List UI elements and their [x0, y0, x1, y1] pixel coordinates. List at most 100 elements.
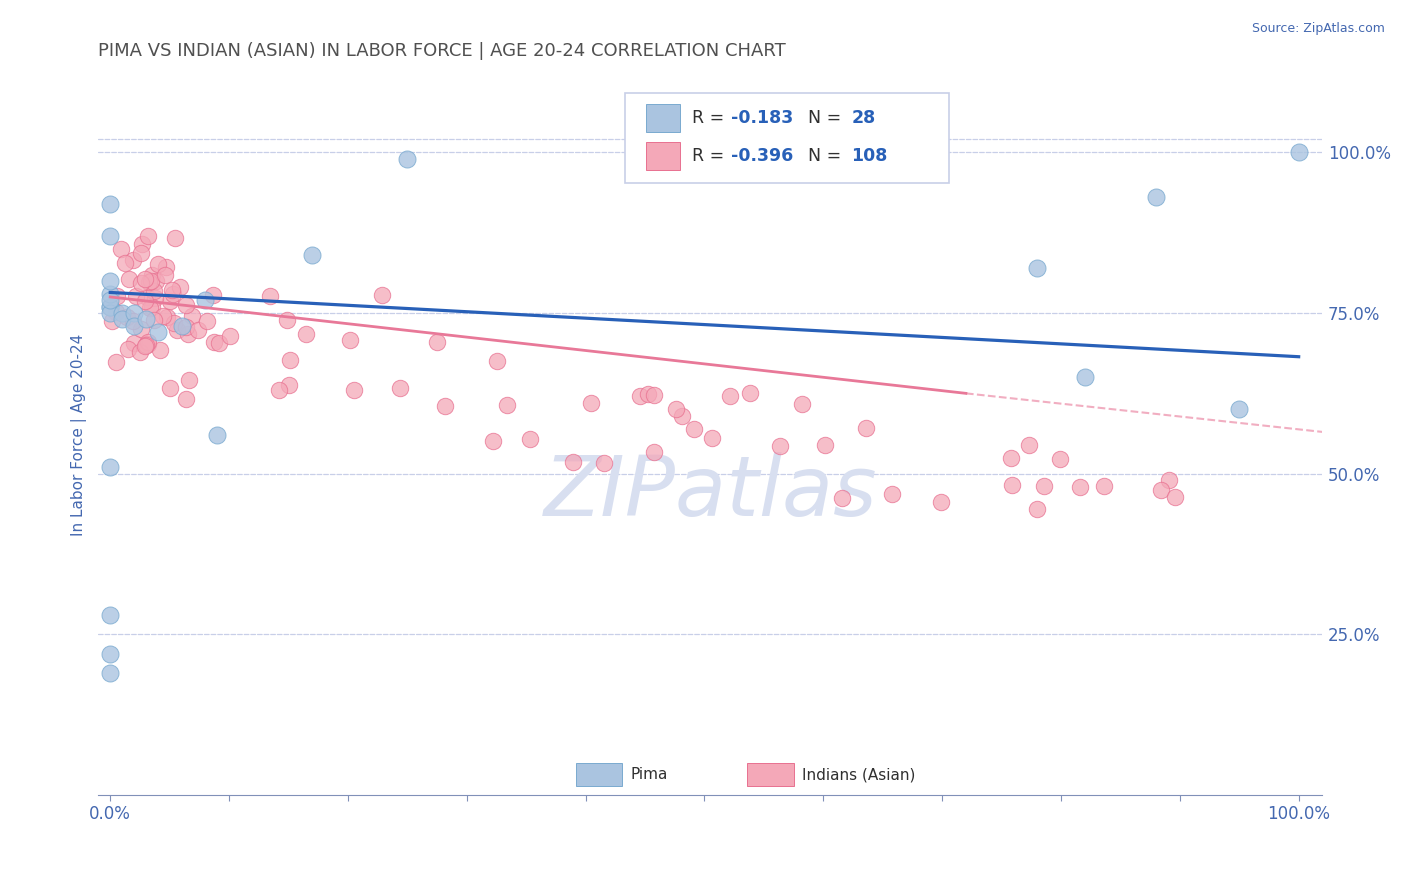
Point: [718, 389, 741, 403]
Point: [139, 301, 162, 315]
Point: [343, 383, 366, 397]
Point: [134, 339, 156, 353]
Point: [371, 288, 394, 302]
Point: [159, 381, 181, 395]
Text: N =: N =: [808, 109, 846, 127]
FancyBboxPatch shape: [624, 93, 949, 183]
Point: [592, 456, 614, 470]
Point: [152, 309, 174, 323]
Point: [637, 387, 659, 401]
Point: [177, 326, 200, 341]
Point: [267, 383, 290, 397]
Point: [104, 305, 127, 319]
Point: [1001, 477, 1024, 491]
FancyBboxPatch shape: [645, 104, 679, 131]
Point: [128, 345, 150, 359]
Point: [194, 293, 217, 308]
Point: [579, 396, 602, 410]
Point: [1094, 479, 1116, 493]
Point: [1026, 502, 1049, 516]
Point: [136, 337, 159, 351]
Point: [129, 322, 152, 336]
Text: Source: ZipAtlas.com: Source: ZipAtlas.com: [1251, 22, 1385, 36]
Point: [179, 373, 201, 387]
Point: [187, 323, 209, 337]
Point: [98, 286, 121, 301]
Point: [135, 291, 157, 305]
Point: [125, 289, 148, 303]
Point: [519, 433, 541, 447]
Point: [174, 392, 197, 406]
Point: [98, 665, 121, 680]
Text: N =: N =: [808, 147, 846, 165]
Text: -0.183: -0.183: [731, 109, 793, 127]
Point: [105, 355, 128, 369]
Point: [98, 300, 121, 314]
Point: [129, 245, 152, 260]
Point: [831, 491, 853, 505]
Point: [643, 388, 665, 402]
Point: [131, 237, 153, 252]
FancyBboxPatch shape: [645, 143, 679, 169]
Point: [1049, 451, 1071, 466]
Point: [121, 253, 143, 268]
Point: [205, 428, 228, 442]
Text: PIMA VS INDIAN (ASIAN) IN LABOR FORCE | AGE 20-24 CORRELATION CHART: PIMA VS INDIAN (ASIAN) IN LABOR FORCE | …: [98, 42, 786, 60]
Point: [138, 335, 160, 350]
Point: [643, 445, 665, 459]
Text: -0.396: -0.396: [731, 147, 793, 165]
Point: [1069, 480, 1091, 494]
Point: [136, 228, 159, 243]
Point: [149, 343, 172, 358]
Point: [738, 385, 761, 400]
Point: [434, 399, 457, 413]
Point: [142, 313, 165, 327]
Text: ZIPatlas: ZIPatlas: [544, 452, 877, 533]
Point: [486, 353, 509, 368]
Point: [165, 231, 187, 245]
Point: [700, 431, 723, 445]
Text: R =: R =: [692, 109, 730, 127]
Point: [98, 306, 121, 320]
Point: [628, 389, 651, 403]
Point: [142, 284, 165, 298]
Point: [98, 647, 121, 661]
Point: [122, 336, 145, 351]
Point: [98, 196, 121, 211]
Point: [396, 152, 419, 166]
Point: [880, 486, 903, 500]
Point: [146, 257, 169, 271]
Point: [122, 306, 145, 320]
Point: [111, 312, 134, 326]
Point: [141, 300, 163, 314]
Point: [98, 293, 121, 308]
Point: [195, 314, 218, 328]
Point: [769, 439, 792, 453]
Point: [1026, 260, 1049, 275]
Point: [98, 300, 121, 314]
Point: [1032, 479, 1054, 493]
Text: Indians (Asian): Indians (Asian): [803, 767, 915, 782]
Point: [122, 314, 145, 328]
Point: [160, 283, 183, 297]
Point: [169, 280, 191, 294]
Point: [98, 460, 121, 475]
Point: [259, 288, 281, 302]
Point: [174, 298, 197, 312]
Point: [201, 288, 224, 302]
Point: [163, 316, 186, 330]
Point: [159, 293, 181, 308]
Point: [170, 318, 193, 333]
Point: [101, 314, 124, 328]
Point: [117, 342, 139, 356]
Point: [156, 310, 179, 325]
Point: [814, 438, 837, 452]
Point: [110, 242, 132, 256]
Text: 108: 108: [851, 147, 887, 165]
Point: [111, 306, 134, 320]
Point: [1157, 473, 1180, 487]
Point: [208, 335, 231, 350]
Point: [139, 274, 162, 288]
Point: [276, 313, 298, 327]
FancyBboxPatch shape: [575, 764, 623, 787]
